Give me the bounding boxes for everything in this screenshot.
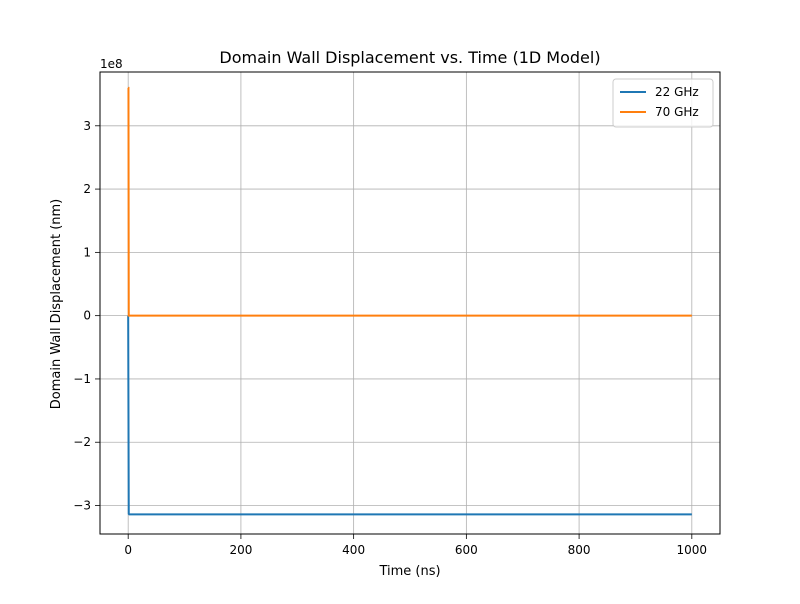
series-line-1 xyxy=(127,315,692,516)
legend: 22 GHz 70 GHz xyxy=(612,78,714,128)
x-axis-label: Time (ns) xyxy=(378,564,440,579)
series-layer xyxy=(127,86,692,516)
x-tick-label: 400 xyxy=(342,543,365,557)
y-tick-label: −3 xyxy=(73,499,91,513)
legend-label: 22 GHz xyxy=(655,85,699,99)
y-tick-label: 0 xyxy=(83,309,91,323)
y-axis-offset-label: 1e8 xyxy=(100,57,123,71)
axes-frame xyxy=(99,71,721,535)
x-axis-ticks: 0 200 400 600 800 1000 xyxy=(124,534,707,557)
x-tick-label: 0 xyxy=(124,543,132,557)
y-tick-label: −1 xyxy=(73,372,91,386)
y-tick-label: 2 xyxy=(83,182,91,196)
y-tick-label: 3 xyxy=(83,119,91,133)
x-tick-label: 200 xyxy=(229,543,252,557)
y-axis-ticks: −3 −2 −1 0 1 2 3 xyxy=(73,119,100,513)
x-tick-label: 600 xyxy=(455,543,478,557)
legend-label: 70 GHz xyxy=(655,105,699,119)
y-tick-label: 1 xyxy=(83,245,91,259)
x-tick-label: 1000 xyxy=(677,543,708,557)
x-tick-label: 800 xyxy=(568,543,591,557)
series-line-2 xyxy=(127,86,692,317)
chart-title: Domain Wall Displacement vs. Time (1D Mo… xyxy=(219,48,600,67)
y-axis-label: Domain Wall Displacement (nm) xyxy=(49,199,64,409)
y-tick-label: −2 xyxy=(73,435,91,449)
